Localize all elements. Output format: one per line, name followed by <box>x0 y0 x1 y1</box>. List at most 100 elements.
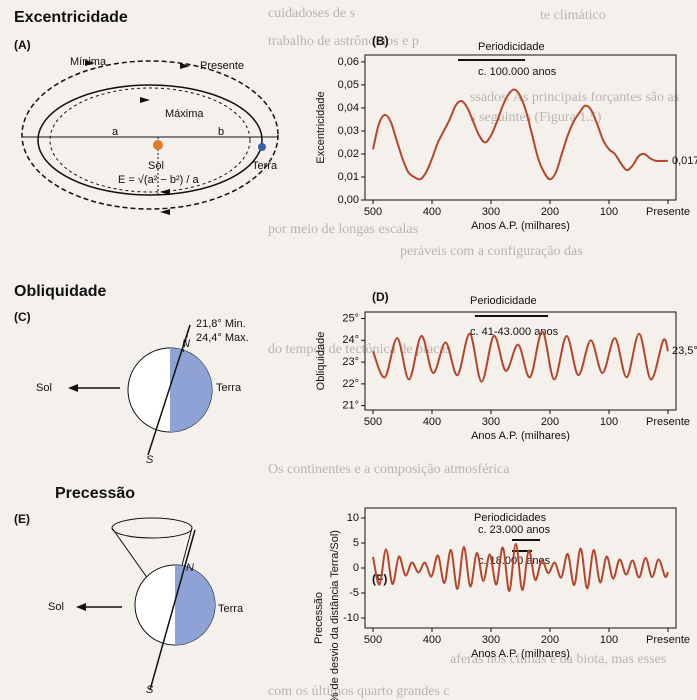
cone-top <box>111 517 193 539</box>
label: S <box>146 684 154 696</box>
panel-label: (D) <box>372 290 389 304</box>
y-axis-label: Excentricidade <box>315 91 327 163</box>
annotation: Periodicidades <box>474 512 547 524</box>
y-tick-label: 5 <box>353 537 359 549</box>
x-axis-label: Anos A.P. (milhares) <box>471 220 570 232</box>
plot-frame <box>364 311 677 411</box>
y-tick-label: 21° <box>342 400 359 412</box>
label: Mínima <box>70 56 107 68</box>
x-tick-label: 100 <box>600 634 618 646</box>
label: Terra <box>252 160 278 172</box>
data-line <box>372 330 669 383</box>
bg-line: te climático <box>540 8 606 23</box>
label: Terra <box>218 603 244 615</box>
x-tick-label: 500 <box>364 206 382 218</box>
x-tick-label: 200 <box>541 416 559 428</box>
y-tick-label: 10 <box>347 512 359 524</box>
formula: E = √(a² − b²) / a <box>118 174 200 186</box>
orbit-min <box>49 87 251 193</box>
label: N <box>186 562 194 574</box>
y-tick-label: 25° <box>342 312 359 324</box>
data-line <box>372 88 668 181</box>
orbit-present <box>37 84 263 196</box>
y-tick-label: -10 <box>343 612 359 624</box>
arrow-head <box>68 384 78 392</box>
annotation: c. 100.000 anos <box>478 66 557 78</box>
diagram-title: Obliquidade <box>14 283 107 300</box>
annotation: c. 41-43.000 anos <box>470 326 559 338</box>
x-tick-label: 400 <box>423 634 441 646</box>
y-tick-label: 0,01 <box>338 171 359 183</box>
x-tick-label: Presente <box>646 206 690 218</box>
diagram-obliquity: Obliquidade (C) 21,8° Min. 24,4° Max. N … <box>14 283 249 466</box>
diagram-title: Excentricidade <box>14 9 128 26</box>
x-tick-label: 200 <box>541 634 559 646</box>
bg-line: Os continentes e a composição atmosféric… <box>268 462 510 477</box>
y-tick-label: -5 <box>349 587 359 599</box>
diagram-eccentricity: Excentricidade (A) Mínima Presente Máxim… <box>14 9 279 215</box>
annotation: Periodicidade <box>478 41 545 53</box>
end-label: 0,017 <box>672 155 697 167</box>
x-tick-label: 300 <box>482 634 500 646</box>
panel-label: (C) <box>14 310 31 324</box>
x-tick-label: 400 <box>423 206 441 218</box>
x-tick-label: 100 <box>600 416 618 428</box>
diagram-title: Precessão <box>55 485 135 502</box>
y-tick-label: 0,06 <box>338 56 359 68</box>
earth <box>258 143 266 151</box>
x-tick-label: 100 <box>600 206 618 218</box>
label: N <box>182 338 190 350</box>
bg-line: s seguintes (Figura 1.5) <box>470 110 602 125</box>
x-tick-label: Presente <box>646 634 690 646</box>
bg-line: ssados. As principais forçantes são as <box>470 90 679 105</box>
axis <box>149 529 196 691</box>
x-axis-label: Anos A.P. (milhares) <box>471 430 570 442</box>
x-axis-label: Anos A.P. (milhares) <box>471 648 570 660</box>
y-tick-label: 0 <box>353 562 359 574</box>
bg-line: por meio de longas escalas <box>268 222 418 237</box>
x-tick-label: Presente <box>646 416 690 428</box>
y-tick-label: 24° <box>342 334 359 346</box>
label: S <box>146 454 154 466</box>
y-tick-label: 0,05 <box>338 79 359 91</box>
label: a <box>112 126 119 138</box>
x-tick-label: 500 <box>364 416 382 428</box>
y-axis-label: (% de desvio da distância Terra/Sol) <box>329 530 341 700</box>
bg-line: trabalho de astrônomos e p <box>268 34 419 49</box>
label: Presente <box>200 60 244 72</box>
panel-label: (B) <box>372 34 389 48</box>
y-axis-label: Obliquidade <box>315 332 327 391</box>
label: Terra <box>216 382 242 394</box>
y-tick-label: 0,04 <box>338 102 359 114</box>
bg-line: do tempo) de tectônica de placas <box>268 342 451 357</box>
y-tick-label: 0,02 <box>338 148 359 160</box>
x-tick-label: 300 <box>482 416 500 428</box>
y-tick-label: 22° <box>342 378 359 390</box>
bg-line: aferas nos climas e da biota, mas esses <box>450 652 666 667</box>
data-line <box>372 542 669 593</box>
axis <box>147 324 191 456</box>
x-tick-label: 400 <box>423 416 441 428</box>
panel-label: (A) <box>14 38 31 52</box>
x-tick-label: 500 <box>364 634 382 646</box>
label: b <box>218 126 224 138</box>
label: Sol <box>36 382 52 394</box>
x-tick-label: 300 <box>482 206 500 218</box>
bg-line: cuidadoses de s <box>268 6 355 21</box>
y-tick-label: 23° <box>342 356 359 368</box>
background-text: te climático cuidadoses de s trabalho de… <box>268 6 679 699</box>
label: Sol <box>148 160 164 172</box>
label: Máxima <box>165 108 204 120</box>
bg-line: com os últimos quarto grandes c <box>268 684 450 699</box>
y-tick-label: 0,00 <box>338 194 359 206</box>
y-tick-label: 0,03 <box>338 125 359 137</box>
annotation: Periodicidade <box>470 295 537 307</box>
sun <box>153 140 163 150</box>
lit-half <box>175 565 215 645</box>
diagram-precession: Precessão (E) N Sol Terra S <box>14 485 244 696</box>
arrow-head <box>76 603 86 611</box>
lit-half <box>170 348 212 432</box>
bg-line: peráveis com a configuração das <box>400 244 583 259</box>
label: Sol <box>48 601 64 613</box>
